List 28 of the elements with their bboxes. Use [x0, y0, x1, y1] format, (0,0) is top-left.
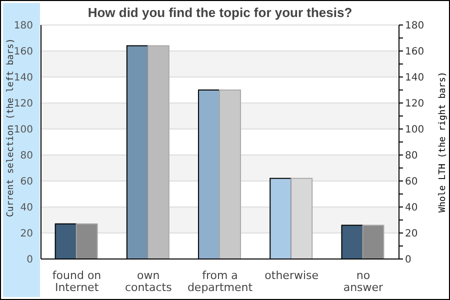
y-tick-label: 180 [14, 20, 33, 32]
y-tick-label: 60 [20, 176, 33, 188]
y2-tick-label: 140 [405, 72, 424, 84]
y-axis-title: Current selection (the left bars) [6, 38, 16, 217]
x-tick-label: no answer [343, 269, 384, 294]
y-tick-label: 160 [14, 46, 33, 58]
y2-tick-label: 180 [405, 20, 424, 32]
x-tick-label: found on Internet [52, 269, 102, 294]
y2-tick-label: 60 [405, 176, 418, 188]
y-tick-label: 0 [26, 254, 33, 266]
y2-axis-title: Whole LTH (the right bars) [438, 72, 448, 212]
y2-tick-label: 0 [405, 254, 412, 266]
y-tick-label: 100 [14, 124, 33, 136]
x-tick-label: own contacts [124, 269, 172, 294]
y2-tick-label: 20 [405, 228, 418, 240]
y2-tick-label: 100 [405, 124, 424, 136]
y2-tick-label: 40 [405, 202, 418, 214]
y-tick-label: 120 [14, 98, 33, 110]
y2-tick-label: 120 [405, 98, 424, 110]
y-tick-label: 40 [20, 202, 33, 214]
y2-tick-label: 80 [405, 150, 418, 162]
x-tick-label: otherwise [264, 269, 319, 282]
y2-tick-label: 160 [405, 46, 424, 58]
chart-title: How did you find the topic for your thesis? [86, 5, 354, 20]
y-tick-label: 80 [20, 150, 33, 162]
y-tick-label: 20 [20, 228, 33, 240]
y-tick-label: 140 [14, 72, 33, 84]
x-tick-label: from a department [187, 269, 254, 294]
